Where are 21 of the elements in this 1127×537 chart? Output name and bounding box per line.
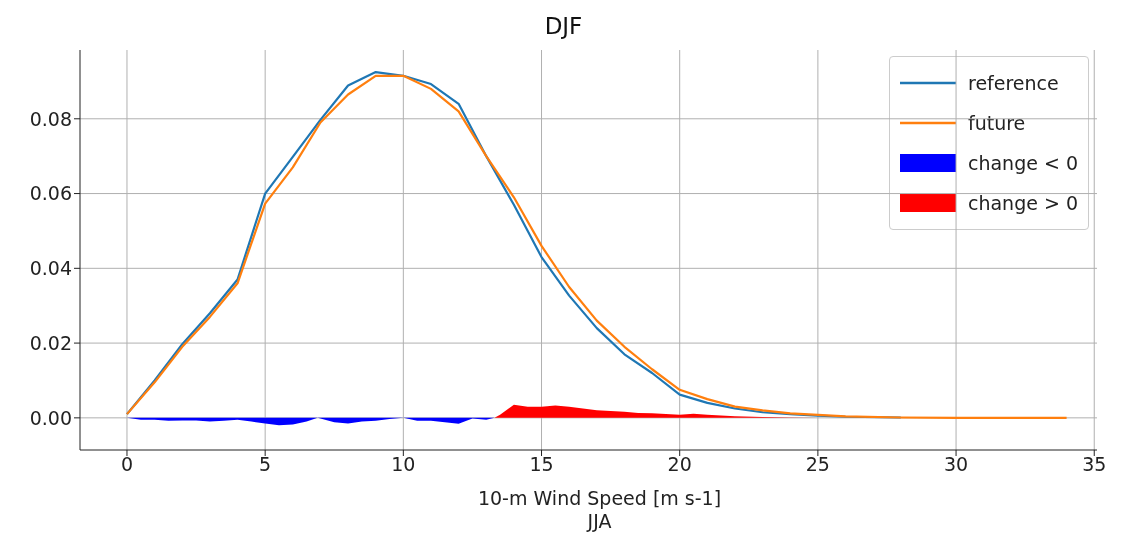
y-tick-label: 0.00	[29, 406, 72, 429]
y-tick-label: 0.02	[29, 331, 72, 354]
x-tick-label: 0	[120, 453, 134, 476]
x-tick-label: 20	[667, 453, 692, 476]
line-series	[125, 74, 1068, 419]
y-tick-label: 0.08	[29, 107, 72, 130]
chart-title: DJF	[543, 12, 584, 41]
x-axis-title: 10-m Wind Speed [m s-1]	[476, 486, 723, 510]
legend-label: reference	[967, 72, 1059, 94]
x-tick-label: 25	[805, 453, 830, 476]
y-tick-label: 0.04	[29, 257, 72, 280]
legend-label: future	[967, 112, 1026, 134]
y-tick-label: 0.06	[29, 182, 72, 205]
legend-label: change > 0	[967, 192, 1078, 214]
legend-label: change < 0	[967, 152, 1078, 174]
x-tick-label: 35	[1082, 453, 1107, 476]
x-tick-label: 15	[529, 453, 554, 476]
text: JJA	[585, 510, 613, 532]
x-tick-label: 5	[259, 453, 272, 476]
x-tick-label: 30	[943, 453, 969, 476]
x-tick-label: 10	[391, 453, 416, 476]
